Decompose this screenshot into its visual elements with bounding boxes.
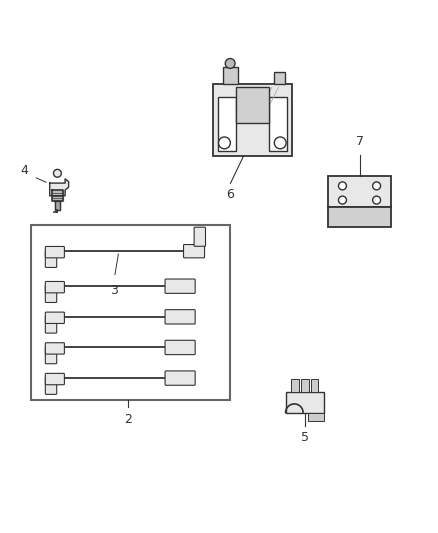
FancyBboxPatch shape — [45, 346, 57, 364]
Text: 3: 3 — [110, 284, 118, 297]
FancyBboxPatch shape — [268, 97, 286, 151]
FancyBboxPatch shape — [45, 316, 57, 333]
Text: 2: 2 — [124, 413, 131, 426]
Polygon shape — [55, 200, 60, 209]
FancyBboxPatch shape — [45, 281, 64, 293]
FancyBboxPatch shape — [273, 72, 285, 84]
Polygon shape — [52, 190, 63, 200]
Circle shape — [218, 137, 230, 149]
Circle shape — [372, 182, 380, 190]
Circle shape — [372, 196, 380, 204]
FancyBboxPatch shape — [212, 84, 291, 156]
Circle shape — [338, 182, 346, 190]
FancyBboxPatch shape — [165, 371, 195, 385]
FancyBboxPatch shape — [328, 207, 390, 227]
FancyBboxPatch shape — [45, 312, 64, 324]
FancyBboxPatch shape — [217, 97, 235, 151]
FancyBboxPatch shape — [285, 392, 323, 413]
Circle shape — [225, 59, 235, 68]
Text: 6: 6 — [226, 188, 234, 201]
Circle shape — [274, 137, 286, 149]
FancyBboxPatch shape — [45, 251, 57, 268]
Polygon shape — [49, 179, 68, 196]
Text: 5: 5 — [300, 431, 308, 443]
Text: 4: 4 — [21, 164, 28, 177]
Circle shape — [338, 196, 346, 204]
FancyBboxPatch shape — [45, 343, 64, 354]
FancyBboxPatch shape — [165, 279, 195, 293]
FancyBboxPatch shape — [307, 413, 323, 422]
FancyBboxPatch shape — [165, 310, 195, 324]
FancyBboxPatch shape — [165, 340, 195, 354]
FancyBboxPatch shape — [45, 285, 57, 302]
FancyBboxPatch shape — [310, 379, 318, 392]
FancyBboxPatch shape — [31, 225, 230, 400]
FancyBboxPatch shape — [328, 176, 390, 207]
Circle shape — [53, 169, 61, 177]
FancyBboxPatch shape — [222, 67, 237, 84]
FancyBboxPatch shape — [45, 377, 57, 394]
FancyBboxPatch shape — [235, 87, 268, 123]
FancyBboxPatch shape — [45, 373, 64, 385]
FancyBboxPatch shape — [291, 379, 298, 392]
FancyBboxPatch shape — [300, 379, 308, 392]
FancyBboxPatch shape — [194, 227, 205, 246]
FancyBboxPatch shape — [183, 245, 204, 258]
FancyBboxPatch shape — [45, 246, 64, 258]
Text: 7: 7 — [355, 135, 363, 148]
